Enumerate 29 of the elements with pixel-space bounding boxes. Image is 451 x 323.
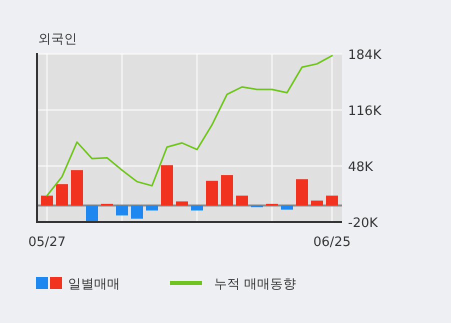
bar <box>236 196 248 206</box>
legend-label: 누적 매매동향 <box>214 277 296 292</box>
bar <box>86 206 98 222</box>
bar <box>161 165 173 206</box>
y-tick-label: -20K <box>348 216 378 231</box>
bar <box>311 200 323 206</box>
y-tick-label: 48K <box>348 160 374 175</box>
line-series <box>46 54 333 196</box>
bar <box>56 184 68 206</box>
bar <box>221 175 233 206</box>
bar <box>71 170 83 206</box>
bar <box>296 179 308 206</box>
bar <box>116 206 128 216</box>
x-tick-label: 06/25 <box>313 235 351 250</box>
legend-item: 일별매매 <box>36 277 120 292</box>
y-tick-label: 116K <box>348 104 382 119</box>
bar <box>41 196 53 206</box>
legend-label: 일별매매 <box>68 277 120 292</box>
bar <box>281 206 293 210</box>
chart-title: 외국인 <box>38 32 77 47</box>
bar <box>146 206 158 210</box>
bar <box>206 180 218 206</box>
x-tick-label: 05/27 <box>28 235 66 250</box>
bar <box>191 206 203 210</box>
y-tick-label: 184K <box>348 48 382 63</box>
bar <box>326 196 338 206</box>
legend-item: 누적 매매동향 <box>170 277 296 292</box>
bar <box>176 201 188 206</box>
bar <box>131 206 143 219</box>
